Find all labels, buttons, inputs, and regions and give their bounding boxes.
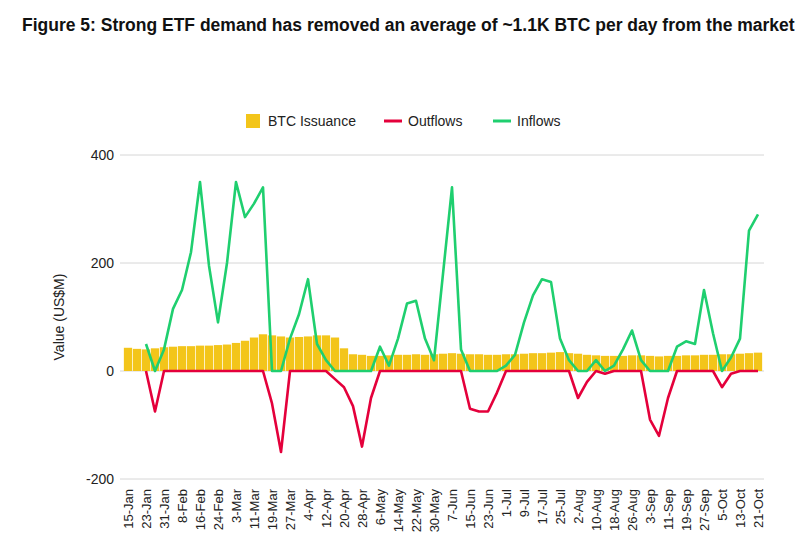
issuance-bar	[529, 353, 537, 371]
x-tick-label: 6-May	[373, 489, 388, 526]
issuance-bar	[403, 355, 411, 371]
issuance-bar	[196, 346, 204, 371]
issuance-bar	[745, 353, 753, 371]
issuance-bar	[178, 346, 186, 371]
x-tick-label: 8-Feb	[175, 489, 190, 523]
x-tick-label: 3-Sep	[643, 489, 658, 524]
issuance-bar	[340, 348, 348, 371]
x-tick-label: 14-May	[391, 489, 406, 533]
x-tick-label: 16-Feb	[193, 489, 208, 530]
x-tick-label: 23-Jan	[139, 489, 154, 529]
x-tick-label: 5-Oct	[715, 489, 730, 521]
x-tick-label: 7-Jun	[445, 489, 460, 522]
x-tick-label: 27-Mar	[283, 488, 298, 530]
issuance-bar	[547, 353, 555, 371]
x-tick-label: 26-Aug	[625, 489, 640, 531]
issuance-bar	[682, 355, 690, 371]
issuance-bar	[205, 346, 213, 371]
plot-area	[124, 182, 762, 452]
y-tick-label: 200	[91, 255, 115, 271]
legend-label: Inflows	[517, 113, 561, 129]
chart: -200 0 200 400 Value (US$M) 15-Jan23-Jan31-Ja…	[0, 0, 808, 554]
x-tick-label: 21-Oct	[751, 489, 766, 528]
grid-line	[120, 479, 764, 480]
issuance-bar	[394, 355, 402, 371]
legend-swatch	[493, 120, 511, 123]
issuance-bar	[187, 346, 195, 371]
x-tick-label: 28-Apr	[355, 488, 370, 528]
x-tick-label: 11-Sep	[661, 489, 676, 530]
x-tick-label: 18-Aug	[607, 489, 622, 531]
x-tick-label: 27-Sep	[697, 489, 712, 531]
issuance-bar	[304, 336, 312, 371]
grid-line	[120, 263, 764, 264]
issuance-bar	[538, 353, 546, 371]
x-tick-label: 24-Feb	[211, 489, 226, 530]
x-tick-label: 9-Jul	[517, 489, 532, 517]
x-tick-label: 15-Jan	[121, 489, 136, 529]
series-line	[146, 371, 758, 452]
legend-swatch	[246, 114, 260, 128]
issuance-bar	[214, 345, 222, 371]
issuance-bar	[412, 354, 420, 371]
x-tick-label: 15-Jun	[463, 489, 478, 529]
issuance-bar	[709, 355, 717, 371]
x-tick-label: 2-Aug	[571, 489, 586, 524]
issuance-bar	[484, 355, 492, 371]
issuance-bar	[439, 354, 447, 371]
issuance-bar	[754, 353, 762, 371]
issuance-bar	[232, 343, 240, 371]
y-axis-label: Value (US$M)	[51, 274, 67, 361]
issuance-bar	[241, 341, 249, 371]
x-tick-label: 25-Jul	[553, 489, 568, 525]
x-tick-label: 23-Jun	[481, 489, 496, 529]
x-tick-label: 20-Apr	[337, 488, 352, 528]
issuance-bar	[556, 352, 564, 371]
issuance-bar	[358, 355, 366, 371]
legend-label: Outflows	[408, 113, 462, 129]
issuance-bar	[277, 336, 285, 371]
legend-label: BTC Issuance	[268, 113, 356, 129]
legend-swatch	[384, 120, 402, 123]
issuance-bar	[124, 348, 132, 371]
y-tick-label: -200	[86, 471, 114, 487]
series-line	[146, 182, 758, 371]
x-tick-label: 10-Aug	[589, 489, 604, 531]
issuance-bar	[259, 334, 267, 371]
y-tick-label: 0	[106, 363, 114, 379]
x-tick-label: 22-May	[409, 489, 424, 533]
issuance-bar	[448, 353, 456, 371]
x-tick-label: 13-Oct	[733, 489, 748, 528]
issuance-bar	[223, 345, 231, 371]
issuance-bar	[628, 355, 636, 371]
title: Figure 5: Strong ETF demand has removed …	[22, 12, 802, 38]
x-tick-label: 30-May	[427, 489, 442, 533]
issuance-bar	[691, 355, 699, 371]
issuance-bar	[475, 354, 483, 371]
x-tick-label: 19-Mar	[265, 488, 280, 530]
x-tick-label: 31-Jan	[157, 489, 172, 529]
issuance-bar	[169, 347, 177, 371]
issuance-bar	[250, 338, 258, 371]
issuance-bar	[295, 337, 303, 371]
issuance-bar	[520, 354, 528, 371]
x-tick-label: 12-Apr	[319, 488, 334, 528]
x-tick-label: 3-Mar	[229, 488, 244, 523]
issuance-bar	[133, 349, 141, 371]
y-tick-label: 400	[91, 147, 115, 163]
x-tick-label: 11-Mar	[247, 488, 262, 529]
issuance-bar	[421, 355, 429, 371]
x-tick-label: 19-Sep	[679, 489, 694, 531]
issuance-bar	[619, 356, 627, 371]
issuance-bar	[736, 354, 744, 371]
issuance-bar	[700, 355, 708, 371]
issuance-bar	[655, 356, 663, 371]
x-tick-label: 1-Jul	[499, 489, 514, 517]
grid-line	[120, 155, 764, 156]
x-tick-label: 4-Apr	[301, 488, 316, 520]
issuance-bar	[349, 354, 357, 371]
x-tick-label: 17-Jul	[535, 489, 550, 525]
